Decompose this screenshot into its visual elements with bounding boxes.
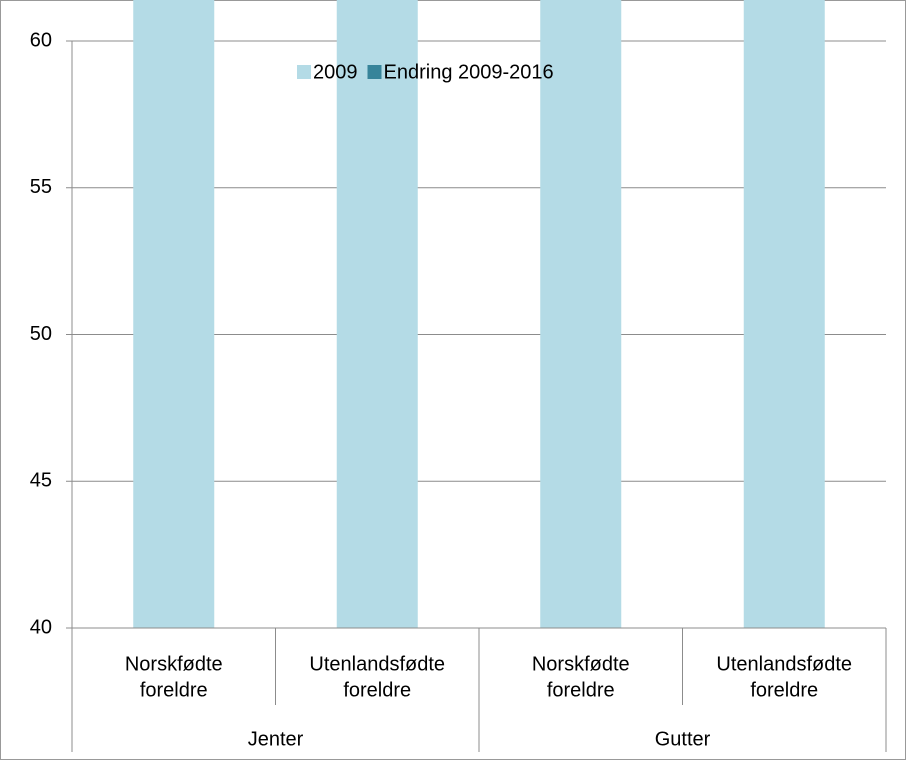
x-tick-label: Norskfødte: [532, 653, 630, 675]
y-tick-label: 60: [30, 29, 52, 51]
legend-swatch: [367, 65, 382, 79]
x-tick-label: foreldre: [343, 679, 411, 701]
x-tick-label: foreldre: [750, 679, 818, 701]
y-tick-label: 40: [30, 616, 52, 638]
x-tick-label: Norskfødte: [125, 653, 223, 675]
x-tick-label: foreldre: [140, 679, 208, 701]
legend-label: 2009: [313, 61, 358, 83]
group-label: Jenter: [248, 728, 304, 750]
group-label: Gutter: [655, 728, 711, 750]
x-tick-label: Utenlandsfødte: [309, 653, 445, 675]
bar-segment: [540, 0, 622, 628]
bar-segment: [743, 0, 825, 628]
x-tick-label: Utenlandsfødte: [716, 653, 852, 675]
bar-segment: [336, 0, 418, 628]
y-tick-label: 50: [30, 323, 52, 345]
y-tick-label: 55: [30, 176, 52, 198]
legend-label: Endring 2009-2016: [384, 61, 554, 83]
y-tick-label: 45: [30, 470, 52, 492]
x-tick-label: foreldre: [547, 679, 615, 701]
legend-swatch: [297, 65, 311, 79]
bar-segment: [133, 0, 215, 628]
